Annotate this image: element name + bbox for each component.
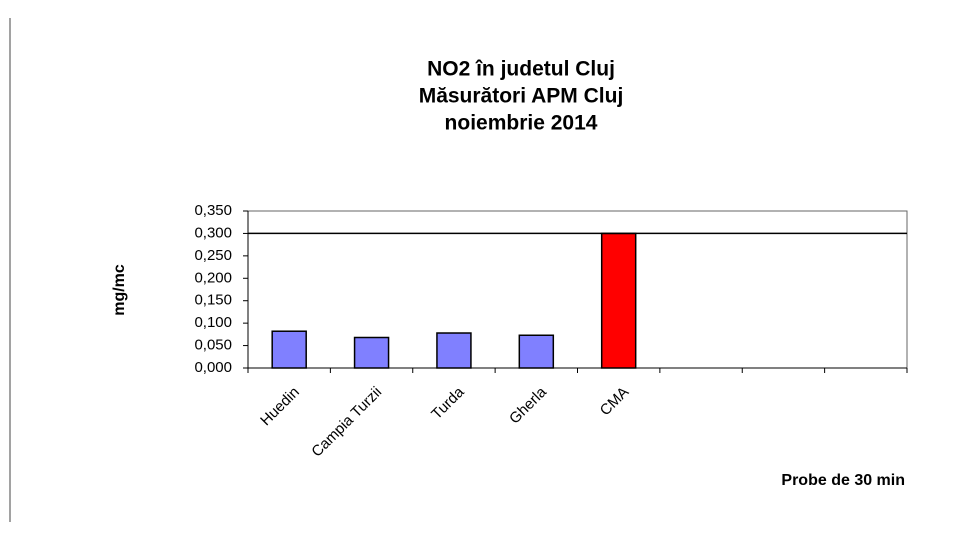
bar bbox=[271, 330, 307, 369]
y-tick-label: 0,300 bbox=[194, 224, 232, 241]
plot-area bbox=[247, 210, 908, 369]
chart-title: NO2 în judetul Cluj bbox=[427, 58, 615, 81]
x-tick-label: Huedin bbox=[257, 384, 303, 430]
y-tick-label: 0,000 bbox=[194, 359, 232, 376]
x-axis-label: Probe de 30 min bbox=[781, 472, 905, 489]
x-tick-label: CMA bbox=[597, 384, 633, 420]
x-tick-label: Turda bbox=[428, 383, 468, 423]
y-tick-label: 0,100 bbox=[194, 314, 232, 331]
y-tick-label: 0,200 bbox=[194, 269, 232, 286]
x-tick-label: Campia Turzii bbox=[308, 384, 385, 461]
y-tick-label: 0,350 bbox=[194, 202, 232, 219]
y-tick-label: 0,250 bbox=[194, 247, 232, 264]
chart-title: Măsurători APM Cluj bbox=[419, 85, 624, 108]
bar bbox=[436, 332, 472, 369]
x-tick-label: Gherla bbox=[506, 383, 550, 427]
y-axis-label: mg/mc bbox=[111, 264, 128, 316]
bar bbox=[353, 336, 390, 369]
bar bbox=[518, 334, 555, 369]
y-tick-label: 0,050 bbox=[194, 337, 232, 354]
bar bbox=[600, 232, 637, 369]
y-tick-label: 0,150 bbox=[194, 292, 232, 309]
chart-title: noiembrie 2014 bbox=[445, 112, 598, 135]
